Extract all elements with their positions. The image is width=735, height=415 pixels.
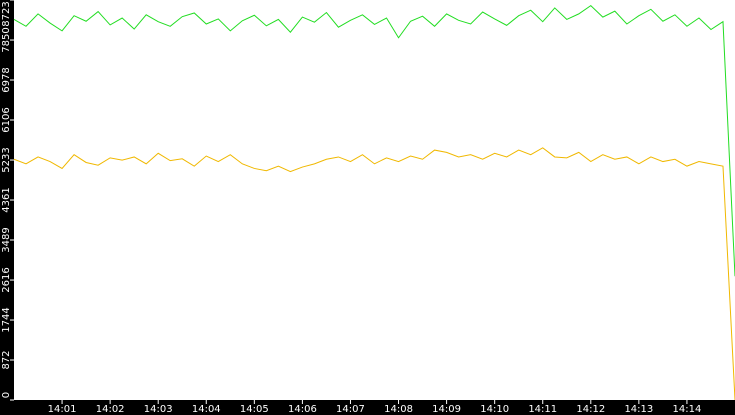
x-tick-label: 14:02 <box>96 404 125 415</box>
x-tick-label: 14:01 <box>48 404 77 415</box>
x-tick-label: 14:04 <box>192 404 221 415</box>
x-tick-label: 14:06 <box>288 404 317 415</box>
x-tick-label: 14:09 <box>432 404 461 415</box>
x-axis-strip <box>0 400 735 415</box>
line-series <box>13 4 735 277</box>
y-tick-label: 1744 <box>1 307 12 332</box>
y-tick-label: 4361 <box>1 187 12 212</box>
y-tick-label: 0 <box>1 392 12 398</box>
x-tick-label: 14:14 <box>673 404 702 415</box>
y-tick-label: 6978 <box>1 67 12 92</box>
x-tick-label: 14:03 <box>144 404 173 415</box>
y-tick-label: 6106 <box>1 107 12 132</box>
y-tick-label: 872 <box>1 350 12 369</box>
x-tick-label: 14:07 <box>336 404 365 415</box>
x-tick-label: 14:08 <box>384 404 413 415</box>
y-tick-label: 5233 <box>1 147 12 172</box>
y-tick-label: 7850 <box>1 27 12 52</box>
line-series <box>13 147 735 401</box>
y-tick-label: 8723 <box>1 1 12 26</box>
x-tick-label: 14:11 <box>528 404 557 415</box>
y-axis-strip <box>0 0 14 415</box>
y-tick-label: 2616 <box>1 267 12 292</box>
x-tick-label: 14:13 <box>624 404 653 415</box>
x-tick-label: 14:05 <box>240 404 269 415</box>
x-tick-label: 14:10 <box>480 404 509 415</box>
y-tick-label: 3489 <box>1 227 12 252</box>
x-tick-label: 14:12 <box>576 404 605 415</box>
